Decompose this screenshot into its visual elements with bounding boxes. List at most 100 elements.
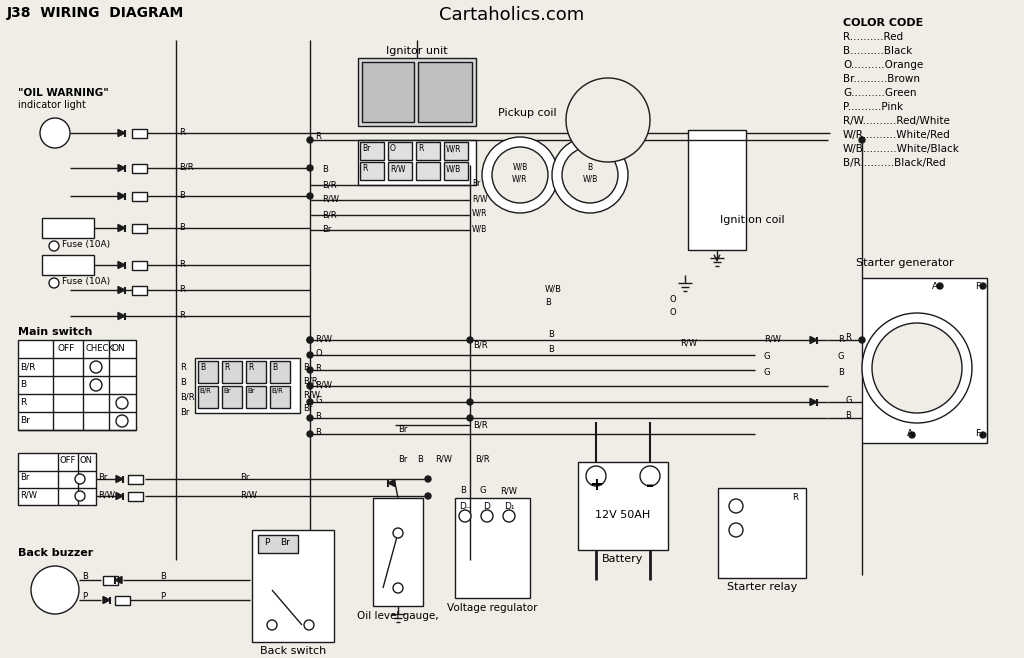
Text: R/W: R/W — [500, 486, 517, 495]
Polygon shape — [103, 597, 110, 603]
Bar — [222, 386, 242, 408]
Text: B: B — [588, 163, 593, 172]
Text: O: O — [670, 295, 677, 304]
Text: W/B: W/B — [583, 174, 598, 184]
Circle shape — [937, 283, 943, 289]
Text: G: G — [480, 486, 486, 495]
Text: W/R: W/R — [512, 174, 527, 184]
Bar — [455, 498, 530, 598]
Circle shape — [459, 510, 471, 522]
Text: Cartaholics.com: Cartaholics.com — [439, 6, 585, 24]
Text: R: R — [792, 493, 798, 502]
Bar — [388, 162, 412, 180]
Text: W/R..........White/Red: W/R..........White/Red — [843, 130, 950, 140]
Text: R: R — [179, 128, 185, 137]
Circle shape — [49, 241, 59, 251]
Text: B/R: B/R — [322, 210, 337, 219]
Text: R: R — [20, 398, 27, 407]
Bar — [360, 162, 384, 180]
Text: -: - — [646, 476, 654, 495]
Circle shape — [425, 493, 431, 499]
Circle shape — [872, 323, 962, 413]
Text: R: R — [362, 164, 368, 173]
Text: Voltage regulator: Voltage regulator — [447, 603, 538, 613]
Bar — [416, 142, 440, 160]
Text: Br: Br — [472, 179, 480, 188]
Text: B: B — [460, 486, 466, 495]
Text: O: O — [390, 144, 396, 153]
Text: B: B — [838, 368, 844, 377]
Text: Starter relay: Starter relay — [727, 582, 797, 592]
Text: B/R: B/R — [473, 340, 487, 349]
Circle shape — [90, 361, 102, 373]
Bar — [388, 142, 412, 160]
Text: OFF: OFF — [57, 344, 75, 353]
Circle shape — [562, 147, 618, 203]
Text: G..........Green: G..........Green — [843, 88, 916, 98]
Circle shape — [49, 278, 59, 288]
Circle shape — [307, 383, 313, 389]
Bar — [132, 163, 147, 172]
Text: B: B — [322, 165, 328, 174]
Bar — [18, 340, 136, 430]
Text: R: R — [315, 364, 321, 373]
Bar — [246, 386, 266, 408]
Circle shape — [307, 337, 313, 343]
Text: B/R..........Black/Red: B/R..........Black/Red — [843, 158, 945, 168]
Text: B: B — [303, 363, 309, 372]
Text: R: R — [179, 311, 185, 320]
Text: Back switch: Back switch — [260, 646, 326, 656]
Circle shape — [862, 313, 972, 423]
Text: Br: Br — [247, 388, 255, 394]
Bar — [115, 595, 130, 605]
Bar — [18, 453, 96, 505]
Text: Br: Br — [322, 225, 332, 234]
Text: D₁: D₁ — [504, 502, 514, 511]
Text: G: G — [845, 396, 852, 405]
Circle shape — [267, 620, 278, 630]
Text: Ignition coil: Ignition coil — [720, 215, 784, 225]
Text: B: B — [180, 378, 186, 387]
Circle shape — [307, 431, 313, 437]
Circle shape — [393, 528, 403, 538]
Text: B/R: B/R — [199, 388, 211, 394]
Text: W/B: W/B — [472, 224, 487, 233]
Bar — [42, 218, 94, 238]
Circle shape — [729, 499, 743, 513]
Circle shape — [307, 193, 313, 199]
Circle shape — [467, 415, 473, 421]
Text: O: O — [315, 349, 322, 358]
Text: R: R — [315, 132, 321, 141]
Circle shape — [307, 165, 313, 171]
Bar — [270, 361, 290, 383]
Polygon shape — [118, 313, 125, 320]
Text: B..........Black: B..........Black — [843, 46, 912, 56]
Text: F₂: F₂ — [975, 429, 984, 438]
Text: P: P — [160, 592, 165, 601]
Bar — [360, 142, 384, 160]
Circle shape — [980, 432, 986, 438]
Text: R: R — [838, 335, 844, 344]
Bar — [444, 142, 468, 160]
Text: Br: Br — [280, 538, 290, 547]
Bar — [418, 62, 472, 122]
Polygon shape — [116, 492, 123, 499]
Text: P: P — [82, 592, 87, 601]
Text: ON: ON — [80, 456, 93, 465]
Bar — [132, 191, 147, 201]
Circle shape — [467, 399, 473, 405]
Text: Br: Br — [20, 416, 30, 425]
Text: Fuse (10A): Fuse (10A) — [62, 240, 111, 249]
Polygon shape — [118, 193, 125, 199]
Text: G: G — [838, 352, 845, 361]
Text: B: B — [179, 223, 185, 232]
Text: R: R — [845, 333, 851, 342]
Circle shape — [503, 510, 515, 522]
Bar — [270, 386, 290, 408]
Text: G: G — [315, 396, 322, 405]
Text: B: B — [548, 330, 554, 339]
Circle shape — [980, 283, 986, 289]
Text: Back buzzer: Back buzzer — [18, 548, 93, 558]
Text: D₋: D₋ — [459, 502, 471, 511]
Text: indicator light: indicator light — [18, 100, 86, 110]
